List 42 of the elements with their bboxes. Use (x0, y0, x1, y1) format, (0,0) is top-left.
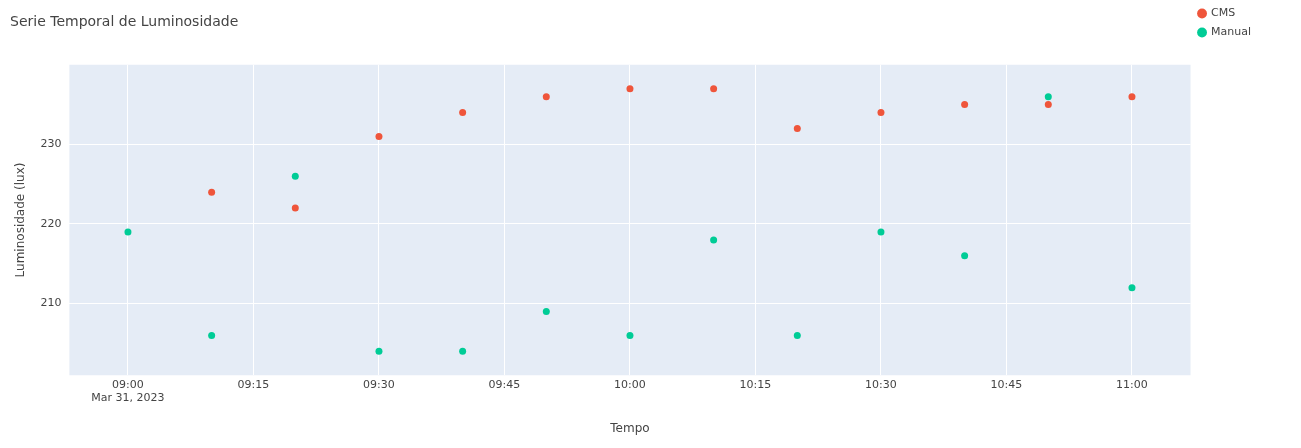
x-tick-label: 09:15 (237, 377, 270, 391)
x-tick-label: 09:00 Mar 31, 2023 (91, 377, 165, 404)
point (208, 331, 216, 339)
point (710, 236, 718, 244)
point (877, 109, 885, 117)
point (291, 172, 299, 180)
y-tick-label: 210 (40, 296, 62, 310)
x-tick-label: 11:00 (1116, 377, 1148, 391)
x-tick-label: 09:45 (488, 377, 521, 391)
point (877, 228, 885, 236)
point (542, 93, 550, 101)
point (1044, 93, 1052, 101)
legend-label: CMS (1211, 6, 1236, 20)
point (542, 308, 550, 316)
point (1044, 101, 1052, 109)
point (961, 101, 969, 109)
point (626, 85, 634, 93)
x-tick-label: 10:15 (739, 377, 772, 391)
point (710, 85, 718, 93)
point (1128, 284, 1136, 292)
y-tick-label: 220 (40, 216, 62, 230)
y-tick-label: 230 (40, 137, 62, 151)
point (459, 347, 467, 355)
x-tick-label: 10:30 (865, 377, 897, 391)
point (291, 204, 299, 212)
legend-label: Manual (1211, 25, 1252, 39)
point (375, 347, 383, 355)
x-tick-label: 09:30 (363, 377, 395, 391)
point (124, 228, 132, 236)
x-tick-label: 10:45 (990, 377, 1023, 391)
point (961, 252, 969, 260)
point (1128, 93, 1136, 101)
x-tick-label: 10:00 (614, 377, 646, 391)
point (793, 331, 801, 339)
x-axis-title: Tempo (609, 420, 650, 435)
point (459, 109, 467, 117)
y-axis-title: Luminosidade (lux) (13, 162, 28, 278)
point (793, 124, 801, 132)
chart-title: Serie Temporal de Luminosidade (10, 13, 239, 30)
point (626, 331, 634, 339)
point (375, 132, 383, 140)
point (208, 188, 216, 196)
